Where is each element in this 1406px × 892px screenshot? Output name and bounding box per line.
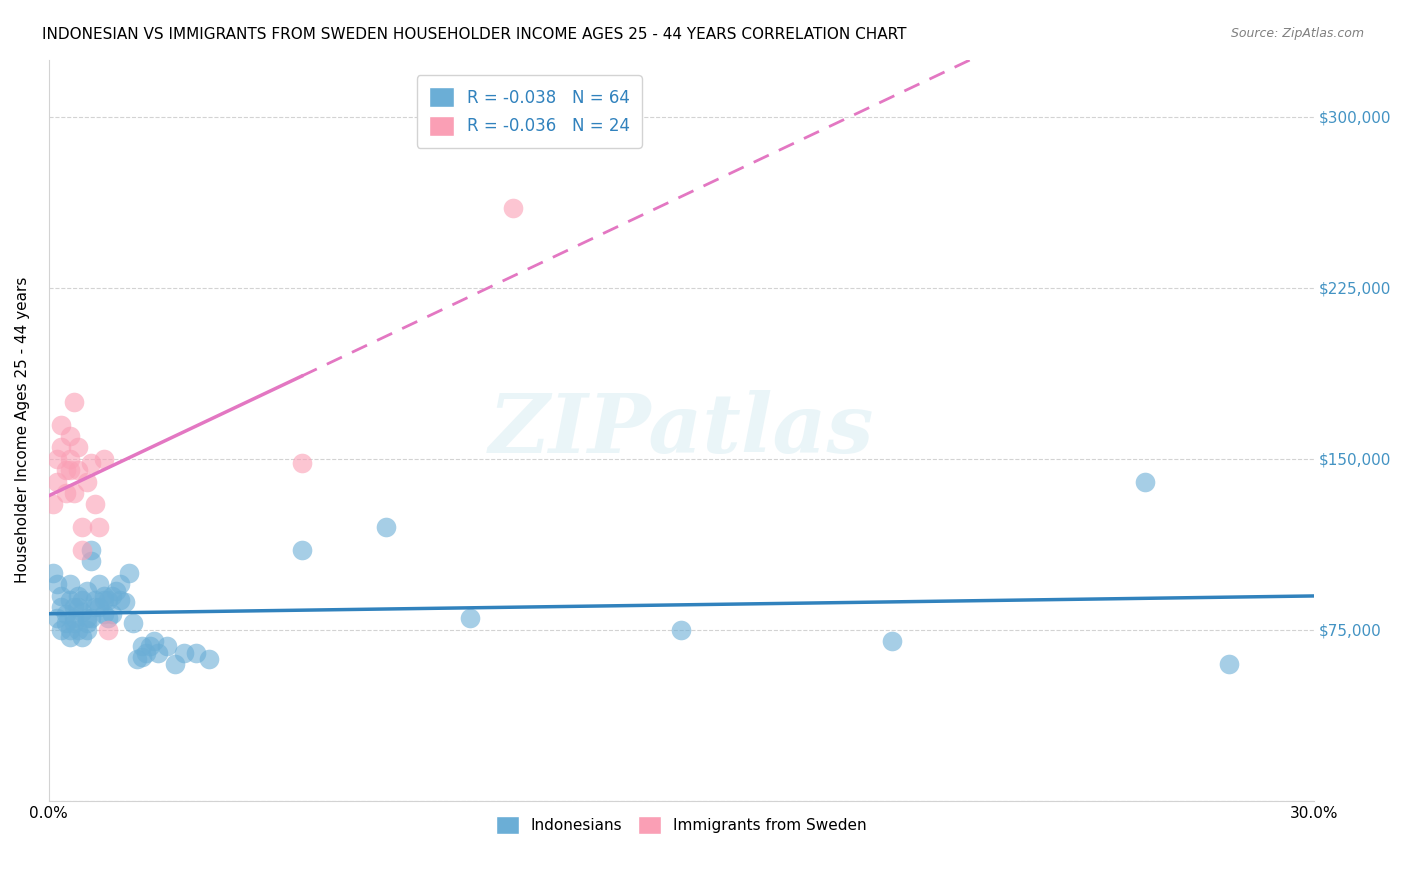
Point [67, 623, 90, 637]
Point [375, 520, 398, 534]
Point [80, 554, 103, 568]
Point [93, 593, 115, 607]
Point [51, 600, 73, 615]
Point [291, 543, 314, 558]
Point [72, 630, 94, 644]
Point [55, 486, 77, 500]
Point [63, 600, 86, 615]
Point [291, 456, 314, 470]
Point [97, 611, 120, 625]
Point [156, 639, 179, 653]
Point [46, 611, 69, 625]
Point [89, 600, 111, 615]
Point [131, 639, 153, 653]
Point [42, 497, 65, 511]
Point [46, 577, 69, 591]
Point [80, 543, 103, 558]
Point [59, 429, 82, 443]
Point [63, 394, 86, 409]
Point [42, 566, 65, 580]
Point [67, 600, 90, 615]
Point [165, 657, 187, 671]
Point [55, 607, 77, 621]
Text: INDONESIAN VS IMMIGRANTS FROM SWEDEN HOUSEHOLDER INCOME AGES 25 - 44 YEARS CORRE: INDONESIAN VS IMMIGRANTS FROM SWEDEN HOU… [42, 27, 907, 42]
Text: Source: ZipAtlas.com: Source: ZipAtlas.com [1230, 27, 1364, 40]
Point [93, 607, 115, 621]
Point [110, 593, 132, 607]
Point [84, 593, 107, 607]
Point [148, 646, 170, 660]
Point [84, 497, 107, 511]
Point [55, 463, 77, 477]
Point [76, 615, 98, 630]
Point [1133, 475, 1156, 489]
Point [143, 634, 166, 648]
Point [59, 577, 82, 591]
Point [105, 584, 128, 599]
Point [135, 646, 157, 660]
Point [198, 652, 221, 666]
Point [114, 595, 136, 609]
Text: ZIPatlas: ZIPatlas [488, 390, 875, 470]
Point [63, 486, 86, 500]
Point [122, 615, 145, 630]
Point [80, 611, 103, 625]
Point [80, 456, 103, 470]
Point [502, 201, 524, 215]
Point [51, 441, 73, 455]
Point [76, 611, 98, 625]
Point [97, 623, 120, 637]
Point [51, 623, 73, 637]
Point [186, 646, 208, 660]
Point [84, 600, 107, 615]
Point [67, 463, 90, 477]
Point [131, 650, 153, 665]
Point [72, 520, 94, 534]
Point [72, 605, 94, 619]
Point [59, 451, 82, 466]
Point [46, 475, 69, 489]
Point [67, 441, 90, 455]
Point [59, 463, 82, 477]
Point [72, 543, 94, 558]
Point [63, 611, 86, 625]
Point [110, 577, 132, 591]
Point [59, 623, 82, 637]
Point [89, 577, 111, 591]
Point [76, 584, 98, 599]
Point [59, 630, 82, 644]
Point [1218, 657, 1240, 671]
Point [51, 589, 73, 603]
Point [669, 623, 692, 637]
Point [93, 451, 115, 466]
Point [76, 475, 98, 489]
Point [51, 417, 73, 432]
Legend: Indonesians, Immigrants from Sweden: Indonesians, Immigrants from Sweden [485, 805, 877, 845]
Point [72, 593, 94, 607]
Point [460, 611, 482, 625]
Point [127, 652, 149, 666]
Point [76, 623, 98, 637]
Point [101, 607, 124, 621]
Point [46, 451, 69, 466]
Y-axis label: Householder Income Ages 25 - 44 years: Householder Income Ages 25 - 44 years [15, 277, 30, 583]
Point [55, 615, 77, 630]
Point [97, 593, 120, 607]
Point [67, 589, 90, 603]
Point [139, 639, 162, 653]
Point [880, 634, 903, 648]
Point [63, 615, 86, 630]
Point [89, 520, 111, 534]
Point [93, 589, 115, 603]
Point [59, 593, 82, 607]
Point [118, 566, 141, 580]
Point [101, 589, 124, 603]
Point [173, 646, 195, 660]
